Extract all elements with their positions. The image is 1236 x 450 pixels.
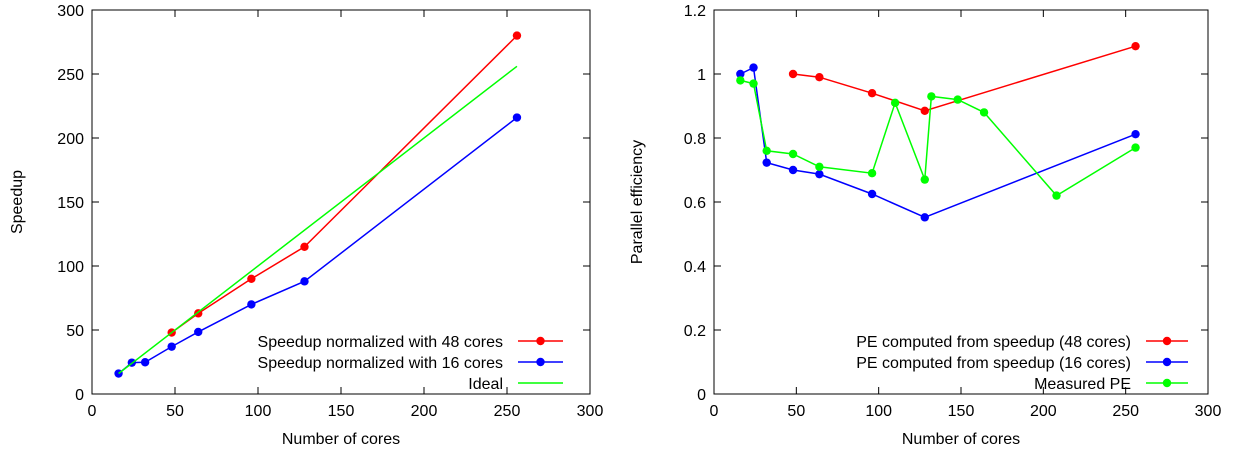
y-tick-label: 100	[57, 259, 84, 276]
y-tick-label: 1.2	[684, 3, 706, 20]
data-point	[1131, 143, 1140, 152]
legend-label: Ideal	[468, 376, 503, 393]
series-line	[792, 45, 1136, 112]
data-point	[953, 95, 962, 104]
x-tick-label: 200	[1030, 403, 1057, 420]
legend-entry: Speedup normalized with 48 cores	[258, 334, 563, 351]
legend-swatch-marker	[1162, 378, 1172, 388]
data-point	[300, 277, 309, 286]
data-point	[247, 274, 256, 283]
legend-entry: Measured PE	[1034, 376, 1188, 393]
y-tick-label: 150	[57, 195, 84, 212]
data-point	[890, 98, 900, 108]
x-tick-label: 50	[166, 403, 184, 420]
x-tick-label: 250	[494, 403, 521, 420]
legend-entry: Speedup normalized with 16 cores	[258, 355, 563, 372]
data-point	[788, 69, 798, 79]
data-point	[300, 242, 309, 251]
x-axis-label: Number of cores	[282, 431, 400, 448]
y-tick-label: 250	[57, 67, 84, 84]
x-tick-label: 300	[577, 403, 604, 420]
series-line	[118, 65, 518, 375]
chart-2: 0 50 100 150 200 250 300 0 0.2 0.4 0.6 0.8 1 1.2 Numbe…	[629, 3, 1221, 448]
x-tick-label: 50	[787, 403, 805, 420]
data-point	[815, 73, 824, 82]
x-axis-label: Number of cores	[902, 431, 1020, 448]
y-tick-label: 0.6	[684, 195, 706, 212]
data-point	[762, 158, 771, 167]
x-tick-label: 150	[948, 403, 975, 420]
y-axis-label: Parallel efficiency	[629, 140, 646, 264]
y-tick-label: 1	[697, 67, 706, 84]
x-tick-label: 0	[88, 403, 97, 420]
data-point	[1052, 191, 1061, 200]
legend-label: PE computed from speedup (48 cores)	[856, 334, 1131, 351]
series-3	[736, 76, 1140, 200]
series-1	[788, 41, 1140, 116]
data-point	[815, 169, 824, 179]
y-tick-label: 50	[66, 323, 84, 340]
data-point	[167, 342, 176, 351]
y-tick-label: 0	[697, 387, 706, 404]
legend-swatch-marker	[1162, 336, 1172, 346]
data-point	[749, 79, 758, 88]
data-point	[867, 189, 877, 199]
legend-entry: Ideal	[468, 376, 563, 393]
series-1	[167, 31, 522, 337]
data-point	[867, 89, 877, 98]
y-tick-label: 0.4	[684, 259, 706, 276]
data-point	[247, 300, 256, 309]
data-point	[194, 327, 203, 337]
y-tick-label: 0.8	[684, 131, 706, 148]
y-tick-label: 300	[57, 3, 84, 20]
y-tick-label: 0.2	[684, 323, 706, 340]
legend-swatch-marker	[536, 357, 545, 367]
legend-label: Speedup normalized with 16 cores	[258, 355, 503, 372]
chart-1: 0 50 100 150 200 250 300 0 50 100 150 200 250 300 Numb…	[9, 3, 603, 448]
series-2	[736, 63, 1140, 222]
data-point	[920, 106, 929, 116]
data-point	[736, 69, 745, 79]
series-2	[114, 113, 522, 378]
data-point	[736, 76, 745, 85]
data-point	[762, 146, 771, 155]
data-point	[867, 169, 877, 178]
legend-label: Measured PE	[1034, 376, 1131, 393]
x-tick-label: 100	[865, 403, 892, 420]
y-tick-label: 0	[75, 387, 84, 404]
data-point	[512, 113, 522, 122]
series-line	[740, 79, 1136, 197]
data-point	[788, 165, 798, 175]
x-tick-label: 200	[411, 403, 438, 420]
legend-entry: PE computed from speedup (48 cores)	[856, 334, 1188, 351]
data-point	[1131, 41, 1140, 51]
legend-entry: PE computed from speedup (16 cores)	[856, 355, 1188, 372]
data-point	[920, 175, 929, 184]
legend-swatch-marker	[536, 336, 545, 346]
legend-label: Speedup normalized with 48 cores	[258, 334, 503, 351]
data-point	[788, 149, 798, 159]
data-point	[749, 63, 758, 72]
data-point	[140, 358, 150, 367]
legend-swatch-marker	[1162, 357, 1172, 367]
x-tick-label: 150	[328, 403, 355, 420]
x-tick-label: 0	[710, 403, 719, 420]
data-point	[815, 162, 824, 171]
y-axis-label: Speedup	[9, 170, 26, 234]
y-tick-label: 200	[57, 131, 84, 148]
data-point	[979, 108, 989, 117]
x-tick-label: 300	[1195, 403, 1222, 420]
x-tick-label: 250	[1112, 403, 1139, 420]
data-point	[512, 31, 522, 40]
legend-label: PE computed from speedup (16 cores)	[856, 355, 1131, 372]
x-tick-label: 100	[245, 403, 272, 420]
series-line	[740, 66, 1136, 219]
data-point	[1131, 129, 1140, 139]
data-point	[920, 213, 929, 222]
data-point	[927, 92, 936, 101]
series-line	[171, 35, 518, 334]
series-3	[118, 65, 518, 375]
